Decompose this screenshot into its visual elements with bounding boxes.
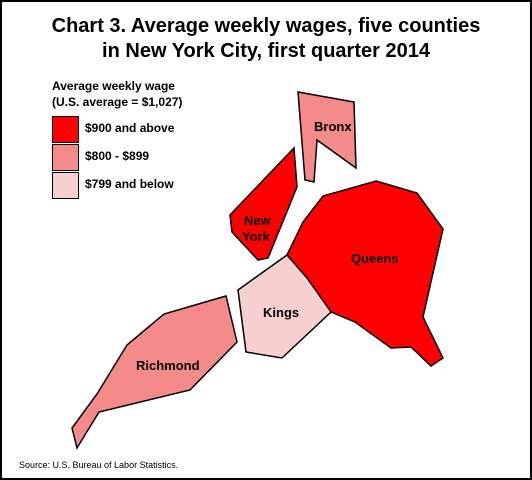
county-queens[interactable] [286,180,444,367]
county-new-york[interactable] [229,146,298,261]
county-bronx[interactable] [297,91,357,183]
county-label-kings: Kings [263,305,299,320]
legend-title: Average weekly wage (U.S. average = $1,0… [52,78,182,110]
county-kings[interactable] [237,253,332,359]
legend-title-line-1: Average weekly wage [52,79,175,93]
legend-label: $900 and above [85,121,175,135]
county-label-new-york-line-1: New [244,213,272,228]
chart-title-line-1: Chart 3. Average weekly wages, five coun… [51,15,481,37]
legend-swatch [52,116,79,143]
legend-swatch [52,144,79,171]
legend-swatch [52,172,79,199]
chart-title: Chart 3. Average weekly wages, five coun… [0,14,532,64]
legend-label: $799 and below [85,177,174,191]
chart-title-line-2: in New York City, first quarter 2014 [102,40,430,62]
county-richmond[interactable] [71,295,238,450]
county-label-queens: Queens [351,251,399,266]
county-label-richmond: Richmond [136,358,200,373]
county-label-bronx: Bronx [314,119,352,134]
legend-label: $800 - $899 [85,149,150,163]
legend-title-line-2: (U.S. average = $1,027) [52,95,183,109]
county-label-new-york-line-2: York [242,229,271,244]
source-note: Source: U.S. Bureau of Labor Statistics. [19,460,179,470]
